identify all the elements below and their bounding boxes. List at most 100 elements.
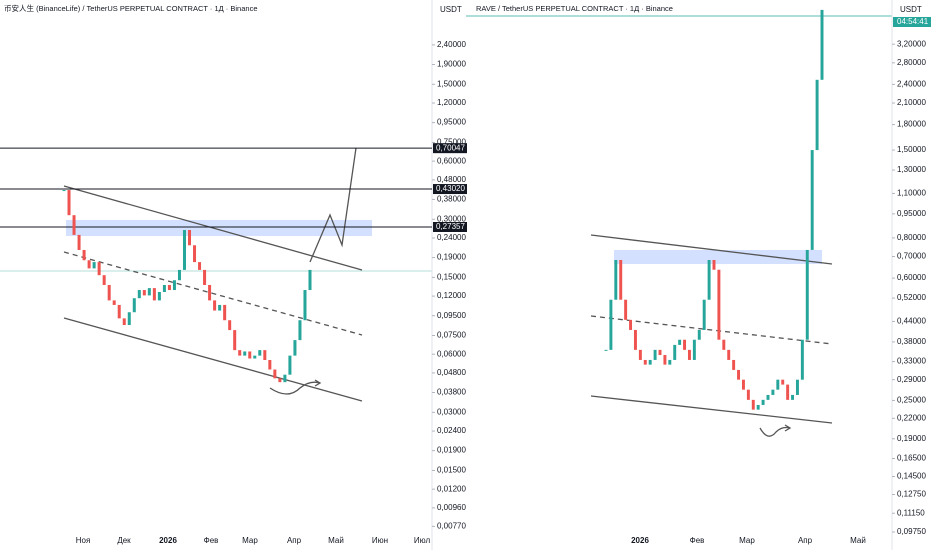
candle (162, 284, 166, 293)
candle (218, 304, 222, 311)
candle (638, 349, 642, 360)
candle (697, 329, 701, 340)
candle (273, 369, 277, 379)
axis-unit: USDT (900, 5, 922, 14)
candle (815, 79, 819, 151)
countdown-box (893, 17, 931, 27)
y-tick-label: 1,20000 (437, 98, 466, 107)
candle (820, 9, 824, 80)
y-tick-label: 2,80000 (897, 58, 926, 67)
y-tick-label: 0,95000 (437, 118, 466, 127)
y-tick-label: 0,09500 (437, 311, 466, 320)
candle (746, 389, 750, 400)
candle (629, 319, 633, 330)
price-label-box (433, 184, 467, 195)
y-tick-label: 0,22000 (897, 413, 926, 422)
candle (208, 284, 212, 301)
countdown: 04:54:41 (897, 17, 929, 26)
chart-title: 币安人生 (BinanceLife) / TetherUS PERPETUAL … (4, 3, 258, 13)
candle (268, 360, 272, 370)
candle (653, 349, 657, 360)
candle (303, 290, 307, 321)
y-tick-label: 0,01900 (437, 446, 466, 455)
candle (702, 299, 706, 330)
chart-title: RAVE / TetherUS PERPETUAL CONTRACT · 1Д … (476, 4, 673, 13)
y-tick-label: 0,01200 (437, 484, 466, 493)
y-tick-label: 0,19000 (897, 434, 926, 443)
candle (253, 355, 257, 359)
candle (643, 359, 647, 365)
y-tick-label: 0,70000 (897, 252, 926, 261)
candle (112, 300, 116, 305)
x-tick-label: Дек (117, 536, 131, 545)
candle (800, 339, 804, 380)
candle (805, 249, 809, 340)
y-tick-label: 0,07500 (437, 331, 466, 340)
y-tick-label: 0,02400 (437, 426, 466, 435)
candle (238, 350, 242, 356)
y-tick-label: 0,38000 (897, 337, 926, 346)
candle (102, 275, 106, 285)
y-tick-label: 0,12750 (897, 490, 926, 499)
candle (786, 384, 790, 400)
candle (683, 339, 687, 350)
y-tick-label: 0,16500 (897, 454, 926, 463)
y-tick-label: 3,20000 (897, 39, 926, 48)
candle (722, 339, 726, 350)
candle (132, 298, 136, 313)
y-tick-label: 0,11150 (897, 508, 925, 517)
arrow (759, 424, 792, 437)
candle (177, 269, 181, 281)
zone (614, 250, 822, 264)
candle (609, 299, 613, 350)
candle (248, 351, 252, 359)
candle (67, 190, 71, 216)
y-tick-label: 0,60000 (437, 156, 466, 165)
candle (122, 318, 126, 326)
candle (712, 259, 716, 270)
y-tick-label: 0,03800 (437, 388, 466, 397)
candle (152, 288, 156, 301)
price-label-box (433, 143, 467, 154)
y-tick-label: 0,09750 (897, 527, 926, 536)
x-tick-label: Апр (798, 536, 813, 545)
y-tick-label: 1,30000 (897, 165, 926, 174)
x-tick-label: Фев (690, 536, 705, 545)
x-tick-label: Май (850, 536, 866, 545)
candle (263, 350, 267, 361)
trendline (590, 395, 833, 424)
candle (619, 259, 623, 300)
y-tick-label: 0,80000 (897, 233, 926, 242)
x-tick-label: Июн (372, 536, 388, 545)
y-tick-label: 0,52000 (897, 293, 926, 302)
y-tick-label: 1,50000 (897, 145, 926, 154)
y-tick-label: 0,75000 (437, 138, 466, 147)
candle (614, 259, 618, 300)
price-label-box (433, 221, 467, 232)
y-tick-label: 0,60000 (897, 273, 926, 282)
candle (167, 284, 171, 291)
y-tick-label: 0,00960 (437, 503, 466, 512)
trendline (63, 251, 363, 336)
y-tick-label: 0,29000 (897, 375, 926, 384)
x-tick-label: Ноя (76, 536, 91, 545)
candle (233, 330, 237, 351)
candle (692, 339, 696, 360)
y-tick-label: 0,25000 (897, 396, 926, 405)
candle (663, 355, 667, 365)
candle (298, 320, 302, 341)
candle (604, 349, 608, 351)
x-tick-label: Июл (414, 536, 431, 545)
candle (633, 329, 637, 350)
candle (668, 359, 672, 365)
candle (781, 379, 785, 385)
candle (795, 379, 799, 395)
y-tick-label: 0,15000 (437, 272, 466, 281)
candle (198, 262, 202, 270)
candle (182, 229, 186, 270)
candle (308, 269, 312, 291)
candle (283, 374, 287, 383)
candle (737, 369, 741, 380)
candle (293, 340, 297, 356)
